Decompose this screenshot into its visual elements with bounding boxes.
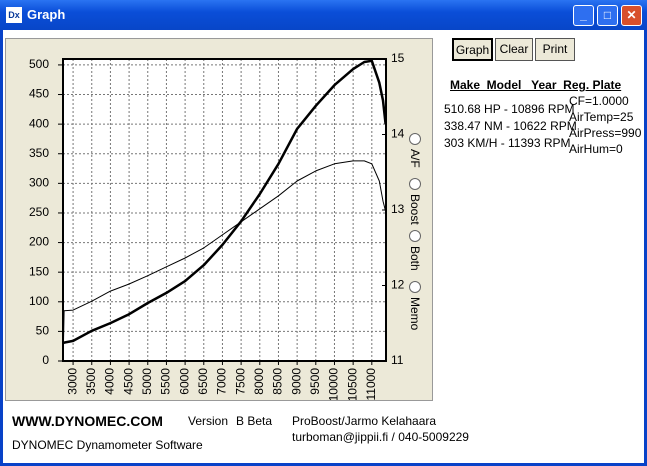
y-tick-label: 350 (29, 146, 49, 160)
result: 510.68 HP - 10896 RPM (444, 102, 575, 116)
x-tick-label: 4500 (121, 368, 135, 395)
x-tick-label: 6000 (177, 368, 191, 395)
info-header: Make Model Year Reg. Plate (450, 78, 622, 92)
radio-label: Memo (408, 297, 422, 331)
x-tick-label: 9000 (289, 368, 303, 395)
radio-label: Both (408, 246, 422, 271)
plot-frame (62, 58, 387, 362)
x-tick-label: 10500 (345, 368, 359, 400)
x-tick-label: 5500 (159, 368, 173, 395)
app-icon: Dx (6, 7, 22, 23)
result: 338.47 NM - 10622 RPM (444, 119, 577, 133)
result: 303 KM/H - 11393 RPM (444, 136, 571, 150)
close-button[interactable]: ✕ (621, 5, 642, 26)
data-line (62, 160, 387, 347)
x-tick-label: 7000 (215, 368, 229, 395)
condition: AirHum=0 (569, 142, 623, 156)
window-title: Graph (27, 7, 66, 22)
version: B Beta (236, 414, 273, 428)
y2-tick-label: 13 (391, 202, 405, 216)
maximize-button[interactable]: □ (597, 5, 618, 26)
y2-tick-label: 15 (391, 51, 405, 65)
x-tick-label: 8500 (271, 368, 285, 395)
x-tick-label: 8000 (252, 368, 266, 395)
plot-area (63, 59, 386, 361)
minimize-button[interactable]: _ (573, 5, 594, 26)
radio-option[interactable]: A/F (408, 133, 422, 168)
y-tick-label: 200 (29, 235, 49, 249)
version-label: Version (188, 414, 229, 428)
chart: 0 50 100 150 200 250 300 350 400 450 500 3000 3500 40… (29, 51, 405, 401)
x-tick-label: 6500 (196, 368, 210, 395)
y-tick-label: 500 (29, 57, 49, 71)
x-tick-label: 9500 (308, 368, 322, 395)
y-tick-label: 0 (42, 353, 49, 367)
x-tick-label: 5000 (140, 368, 154, 395)
y2-tick-label: 14 (391, 127, 405, 141)
radio-option[interactable]: Boost (408, 178, 422, 225)
y-tick-label: 50 (36, 324, 50, 338)
title-bar: Dx Graph _ □ ✕ (0, 0, 647, 30)
author: ProBoost/Jarmo Kelahaara (292, 414, 437, 428)
clear-button[interactable]: Clear (495, 38, 533, 61)
radio-label: A/F (408, 149, 422, 168)
x-tick-label: 11000 (364, 368, 378, 400)
x-tick-label: 3500 (84, 368, 98, 395)
condition: AirPress=990 (569, 126, 642, 140)
product: DYNOMEC Dynamometer Software (12, 438, 203, 452)
y-tick-label: 400 (29, 116, 49, 130)
x-tick-label: 4000 (103, 368, 117, 395)
y2-tick-label: 11 (391, 353, 404, 367)
x-tick-label: 3000 (65, 368, 79, 395)
radio-option[interactable]: Both (408, 230, 422, 271)
contact: turboman@jippii.fi / 040-5009229 (292, 430, 469, 444)
y-tick-label: 150 (29, 264, 49, 278)
condition: AirTemp=25 (569, 110, 634, 124)
print-button[interactable]: Print (535, 38, 575, 61)
x-tick-label: 7500 (233, 368, 247, 395)
condition: CF=1.0000 (569, 94, 629, 108)
y-tick-label: 100 (29, 294, 49, 308)
chart-panel: 0 50 100 150 200 250 300 350 400 450 500 3000 3500 40… (5, 38, 433, 401)
y-tick-label: 250 (29, 205, 49, 219)
x-tick-label: 10000 (327, 368, 341, 400)
y2-tick-label: 12 (391, 278, 405, 292)
site: WWW.DYNOMEC.COM (12, 413, 163, 429)
y-tick-label: 300 (29, 176, 49, 190)
radio-option[interactable]: Memo (408, 281, 422, 330)
y-tick-label: 450 (29, 87, 49, 101)
graph-button[interactable]: Graph (452, 38, 493, 61)
radio-label: Boost (408, 194, 422, 225)
